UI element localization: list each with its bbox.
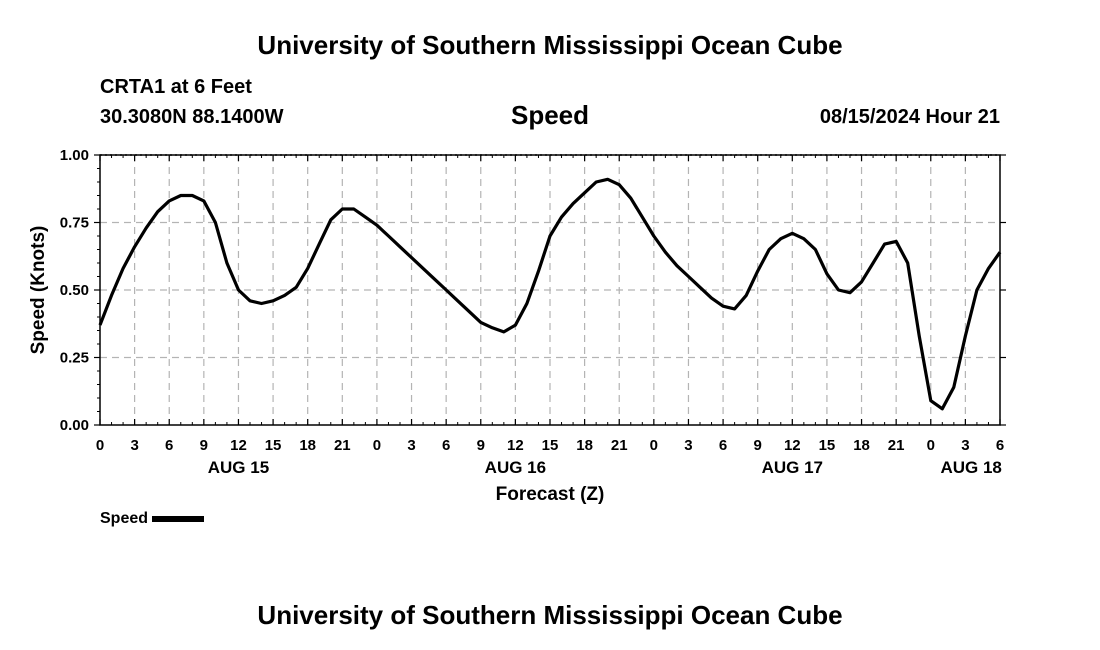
y-tick-label: 0.75 xyxy=(60,215,89,232)
station-coordinates: 30.3080N 88.1400W xyxy=(100,106,284,128)
x-tick-label: 6 xyxy=(719,437,727,454)
y-tick-label: 0.00 xyxy=(60,417,89,434)
x-tick-label: 9 xyxy=(754,437,762,454)
x-tick-label: 21 xyxy=(888,437,905,454)
x-tick-label: 9 xyxy=(477,437,485,454)
x-tick-label: 18 xyxy=(576,437,593,454)
x-tick-label: 15 xyxy=(819,437,836,454)
x-axis-label: Forecast (Z) xyxy=(496,484,605,505)
x-tick-label: 12 xyxy=(230,437,247,454)
speed-series-line xyxy=(98,177,1002,411)
legend: Speed xyxy=(100,510,205,528)
x-tick-label: 12 xyxy=(507,437,524,454)
axis-ticks xyxy=(94,154,1006,426)
org-title-top: University of Southern Mississippi Ocean… xyxy=(257,30,843,60)
day-label: AUG 15 xyxy=(208,458,269,477)
y-axis-label: Speed (Knots) xyxy=(28,226,49,355)
legend-label: Speed xyxy=(100,510,149,527)
x-tick-label: 3 xyxy=(961,437,969,454)
x-tick-label: 21 xyxy=(334,437,351,454)
x-tick-label: 3 xyxy=(684,437,692,454)
x-tick-label: 18 xyxy=(299,437,316,454)
x-tick-label: 15 xyxy=(542,437,559,454)
x-tick-label: 0 xyxy=(96,437,104,454)
x-tick-label: 18 xyxy=(853,437,870,454)
org-title-bottom: University of Southern Mississippi Ocean… xyxy=(257,600,843,630)
x-tick-label: 15 xyxy=(265,437,282,454)
y-tick-label: 0.25 xyxy=(60,350,89,367)
x-tick-label: 0 xyxy=(927,437,935,454)
x-tick-label: 21 xyxy=(611,437,628,454)
chart-title: Speed xyxy=(510,100,590,130)
day-label: AUG 18 xyxy=(940,458,1001,477)
valid-datetime: 08/15/2024 Hour 21 xyxy=(819,106,1000,128)
x-tick-label: 3 xyxy=(130,437,138,454)
x-tick-label: 6 xyxy=(442,437,450,454)
x-tick-label: 3 xyxy=(407,437,415,454)
station-label: CRTA1 at 6 Feet xyxy=(100,76,252,98)
x-tick-label: 6 xyxy=(996,437,1004,454)
grid-lines xyxy=(100,155,1000,425)
x-tick-label: 0 xyxy=(650,437,658,454)
day-label: AUG 16 xyxy=(485,458,546,477)
x-tick-label: 0 xyxy=(373,437,381,454)
y-tick-label: 0.50 xyxy=(60,282,89,299)
day-label: AUG 17 xyxy=(762,458,823,477)
x-tick-label: 9 xyxy=(200,437,208,454)
axis-tick-labels: 0 3 6 9 12 15 18 21 0 3 6 9 12 15 18 21 0 3 6 9 12 15 18 21 0 3 6 0… xyxy=(60,147,1004,477)
legend-swatch xyxy=(152,515,205,522)
y-tick-label: 1.00 xyxy=(60,147,89,164)
x-tick-label: 12 xyxy=(784,437,801,454)
x-tick-label: 6 xyxy=(165,437,173,454)
